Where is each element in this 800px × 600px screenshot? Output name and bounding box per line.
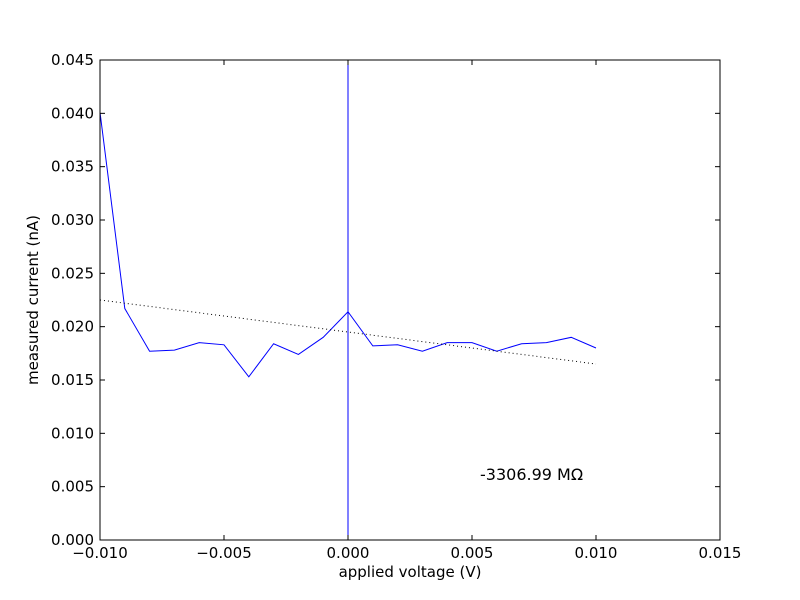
x-tick-label: 0.000 [327,544,370,562]
x-tick-label: −0.010 [72,544,128,562]
y-tick-label: 0.000 [51,531,94,549]
y-tick-label: 0.010 [51,424,94,442]
resistance-annotation: -3306.99 MΩ [480,465,583,484]
x-tick-label: 0.010 [575,544,618,562]
x-axis-label: applied voltage (V) [339,563,482,581]
y-tick-label: 0.005 [51,478,94,496]
y-tick-label: 0.035 [51,158,94,176]
plot-lines [99,60,597,540]
y-tick-label: 0.025 [51,264,94,282]
y-tick-label: 0.020 [51,318,94,336]
x-tick-label: 0.015 [699,544,742,562]
tick-labels: −0.010 −0.005 0.000 0.005 0.010 0.015 0.000 0.0… [51,51,741,562]
x-tick-label: 0.005 [451,544,494,562]
plot-frame [99,59,721,541]
y-tick-label: 0.045 [51,51,94,69]
y-axis-label: measured current (nA) [24,215,42,385]
x-tick-label: −0.005 [196,544,252,562]
y-tick-label: 0.040 [51,104,94,122]
fit-line [99,299,597,365]
y-tick-label: 0.030 [51,211,94,229]
y-tick-label: 0.015 [51,371,94,389]
